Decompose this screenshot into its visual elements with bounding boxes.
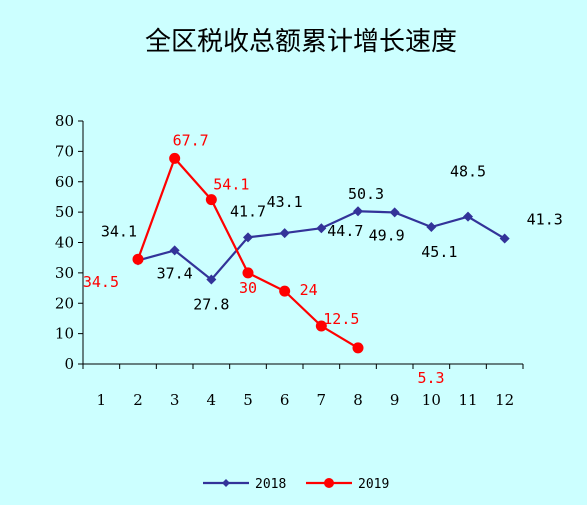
point-2019 — [315, 320, 327, 332]
data-label-2019: 34.5 — [83, 273, 119, 291]
legend-marker-2018 — [222, 479, 230, 487]
y-tick-label: 60 — [55, 173, 74, 191]
data-label-2018: 45.1 — [421, 243, 457, 261]
y-tick-label: 10 — [55, 325, 74, 343]
y-tick-label: 80 — [55, 112, 74, 130]
data-label-2019: 30 — [239, 279, 257, 297]
x-tick-label: 11 — [458, 391, 477, 409]
data-label-2019: 5.3 — [417, 369, 444, 387]
legend-label-2018: 2018 — [255, 477, 286, 492]
point-2018 — [279, 228, 290, 239]
data-label-2018: 41.7 — [230, 202, 266, 220]
x-tick-label: 2 — [133, 391, 143, 409]
data-label-2018: 48.5 — [450, 163, 486, 181]
y-tick-label: 30 — [55, 264, 74, 282]
point-2018 — [389, 207, 400, 218]
point-2018 — [169, 245, 180, 256]
data-label-2018: 41.3 — [527, 211, 563, 229]
legend-label-2019: 2019 — [358, 477, 389, 492]
data-label-2018: 50.3 — [348, 185, 384, 203]
point-2019 — [279, 285, 291, 297]
point-2018 — [243, 232, 253, 243]
legend-marker-2019 — [324, 478, 334, 488]
x-tick-label: 4 — [207, 391, 217, 409]
x-tick-label: 10 — [422, 391, 441, 409]
series-layer — [132, 152, 510, 354]
data-label-2018: 27.8 — [193, 296, 229, 314]
data-label-2018: 44.7 — [327, 222, 363, 240]
chart-title: 全区税收总额累计增长速度 — [145, 27, 457, 57]
point-2018 — [426, 222, 437, 233]
point-2019 — [242, 267, 254, 279]
y-tick-label: 70 — [55, 142, 74, 160]
point-2019 — [352, 342, 364, 354]
data-label-2018: 37.4 — [157, 264, 193, 282]
point-2019 — [205, 194, 217, 206]
data-label-2019: 67.7 — [173, 131, 209, 149]
data-label-2019: 24 — [300, 281, 318, 299]
point-2018 — [463, 211, 473, 222]
point-2019 — [169, 152, 181, 164]
y-tick-label: 40 — [55, 234, 74, 252]
data-label-2018: 49.9 — [369, 226, 405, 244]
x-tick-label: 7 — [317, 391, 327, 409]
data-label-2018: 43.1 — [267, 193, 303, 211]
data-label-2019: 12.5 — [323, 310, 359, 328]
y-tick-label: 20 — [55, 294, 74, 312]
x-tick-label: 5 — [243, 391, 253, 409]
point-2018 — [206, 274, 217, 285]
y-tick-label: 0 — [64, 355, 74, 373]
x-tick-label: 1 — [97, 391, 107, 409]
y-tick-label: 50 — [55, 203, 74, 221]
legend: 2018 2019 — [203, 477, 389, 492]
x-tick-label: 9 — [390, 391, 400, 409]
x-tick-label: 6 — [280, 391, 290, 409]
x-tick-label: 8 — [353, 391, 363, 409]
point-2018 — [499, 233, 510, 244]
point-2019 — [132, 253, 144, 265]
data-labels: 34.1 37.427.8 41.743.1 44.7 50.3 49.9 45.1 48.5… — [83, 131, 563, 387]
x-tick-label: 3 — [170, 391, 180, 409]
data-label-2019: 54.1 — [213, 176, 249, 194]
point-2018 — [353, 206, 363, 217]
point-2018 — [316, 223, 327, 234]
x-tick-label: 12 — [495, 391, 514, 409]
data-label-2018: 34.1 — [101, 222, 137, 240]
